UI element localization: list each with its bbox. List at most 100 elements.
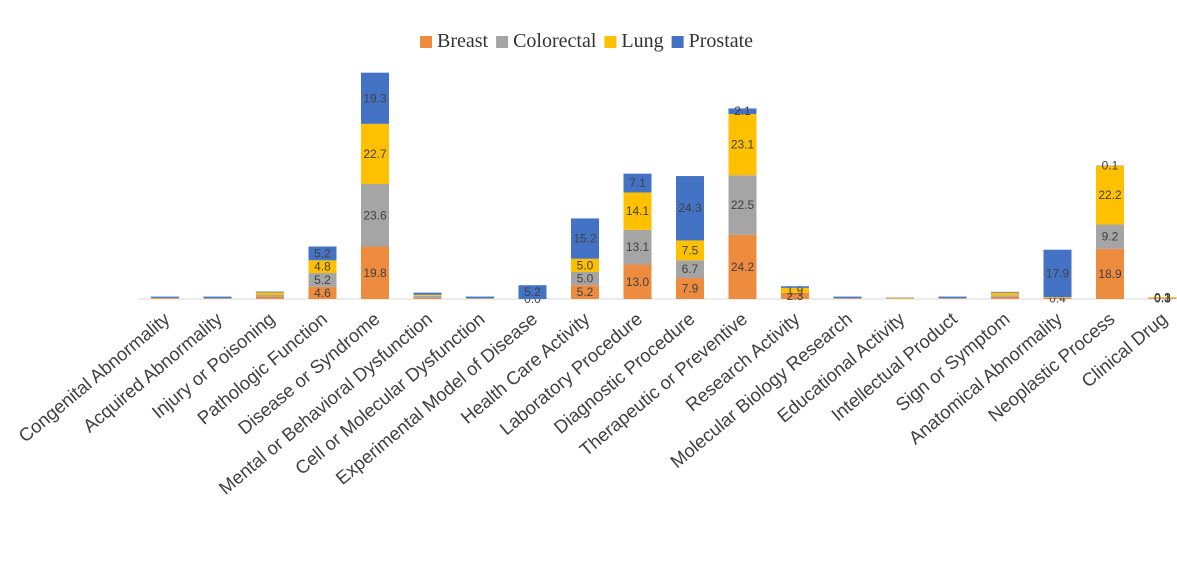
bar-breast-clinical-drug [1148, 298, 1177, 299]
legend: Breast Colorectal Lung Prostate [420, 30, 753, 52]
bar-colorectal-disease-or-syndrome [361, 183, 389, 247]
data-label-colorectal-neoplastic-process: 9.2 [1102, 230, 1119, 244]
bar-prostate-mental-or-behavioral-dysfunction [413, 292, 442, 295]
bar-lung-educational-activity [886, 297, 914, 299]
legend-swatch-colorectal [496, 36, 509, 48]
data-label-colorectal-clinical-drug: 0.1 [1154, 291, 1171, 305]
data-label-lung-diagnostic-procedure: 7.5 [682, 243, 699, 257]
legend-label-prostate: Prostate [689, 30, 754, 52]
bar-prostate-pathologic-function [308, 246, 337, 261]
data-label-prostate-experimental-model-of-disease: 5.2 [524, 285, 541, 299]
bar-prostate-therapeutic-or-preventive [728, 108, 757, 115]
legend-label-colorectal: Colorectal [513, 30, 597, 52]
legend-label-lung: Lung [621, 30, 663, 52]
bar-prostate-congenital-abnormality [151, 296, 179, 298]
data-label-colorectal-health-care-activity: 5.0 [577, 272, 594, 286]
bar-prostate-research-activity [781, 286, 809, 288]
legend-swatch-breast [420, 36, 432, 48]
bar-colorectal-sign-or-symptom [991, 295, 1019, 297]
data-label-prostate-disease-or-syndrome: 19.3 [363, 91, 387, 105]
bar-breast-pathologic-function [308, 286, 337, 299]
bar-colorectal-health-care-activity [571, 271, 599, 286]
data-label-breast-diagnostic-procedure: 7.9 [682, 282, 699, 296]
data-label-breast-neoplastic-process: 18.9 [1098, 267, 1122, 281]
bar-lung-clinical-drug [1148, 297, 1177, 298]
data-label-lung-disease-or-syndrome: 22.7 [363, 147, 387, 161]
data-label-prostate-health-care-activity: 15.2 [573, 232, 597, 246]
bar-breast-mental-or-behavioral-dysfunction [413, 297, 442, 299]
bar-prostate-sign-or-symptom [991, 291, 1019, 293]
bar-breast-sign-or-symptom [991, 296, 1019, 299]
bar-prostate-disease-or-syndrome [361, 72, 389, 124]
bar-colorectal-neoplastic-process [1096, 224, 1124, 249]
data-label-prostate-pathologic-function: 5.2 [314, 246, 331, 260]
bar-prostate-diagnostic-procedure [676, 176, 704, 241]
data-label-breast-pathologic-function: 4.6 [314, 286, 331, 300]
bar-colorectal-diagnostic-procedure [676, 260, 704, 279]
data-label-colorectal-therapeutic-or-preventive: 22.5 [731, 198, 755, 212]
bar-prostate-experimental-model-of-disease [518, 285, 547, 299]
bar-prostate-health-care-activity [571, 218, 599, 259]
bar-prostate-cell-or-molecular-dysfunction [466, 296, 494, 299]
bar-breast-diagnostic-procedure [676, 278, 704, 299]
legend-swatch-prostate [671, 36, 684, 48]
bar-breast-neoplastic-process [1096, 248, 1124, 299]
plot-area: 4.65.24.85.219.823.622.719.30.05.25.25.0… [138, 72, 1177, 306]
data-label-lung-neoplastic-process: 22.2 [1098, 188, 1122, 202]
legend-swatch-lung [604, 36, 617, 48]
bar-lung-disease-or-syndrome [361, 123, 389, 184]
data-label-breast-health-care-activity: 5.2 [577, 285, 594, 299]
data-label-prostate-diagnostic-procedure: 24.3 [678, 201, 702, 215]
bar-breast-disease-or-syndrome [361, 246, 389, 299]
bar-colorectal-pathologic-function [308, 273, 337, 287]
bar-colorectal-injury-or-poisoning [256, 295, 284, 297]
bar-lung-research-activity [781, 287, 809, 293]
data-label-lung-laboratory-procedure: 14.1 [626, 204, 650, 218]
bar-lung-sign-or-symptom [991, 292, 1019, 296]
bar-breast-injury-or-poisoning [256, 296, 284, 299]
bar-colorectal-therapeutic-or-preventive [728, 175, 757, 235]
bar-lung-health-care-activity [571, 258, 599, 272]
data-label-colorectal-diagnostic-procedure: 6.7 [682, 262, 699, 276]
data-label-lung-health-care-activity: 5.0 [577, 258, 594, 272]
bar-prostate-intellectual-product [938, 296, 967, 299]
data-label-breast-clinical-drug: 0.3 [1154, 292, 1171, 306]
data-label-colorectal-laboratory-procedure: 13.1 [626, 240, 650, 254]
data-label-lung-therapeutic-or-preventive: 23.1 [731, 138, 755, 152]
data-label-lung-clinical-drug: 0.3 [1154, 291, 1171, 305]
bar-breast-health-care-activity [571, 285, 599, 299]
bar-breast-laboratory-procedure [623, 264, 652, 299]
bar-breast-research-activity [781, 292, 809, 299]
bar-lung-therapeutic-or-preventive [728, 114, 757, 176]
bar-lung-mental-or-behavioral-dysfunction [413, 294, 442, 296]
data-label-colorectal-pathologic-function: 5.2 [314, 273, 331, 287]
bar-lung-neoplastic-process [1096, 165, 1124, 225]
bar-colorectal-laboratory-procedure [623, 229, 652, 265]
bar-breast-therapeutic-or-preventive [728, 234, 757, 299]
data-label-lung-research-activity: 1.9 [787, 283, 804, 297]
data-label-breast-therapeutic-or-preventive: 24.2 [731, 260, 755, 274]
bar-breast-congenital-abnormality [151, 298, 179, 299]
bar-breast-anatomical-abnormality [1043, 297, 1072, 299]
legend-label-breast: Breast [437, 30, 489, 52]
data-label-prostate-therapeutic-or-preventive: 2.1 [734, 104, 751, 118]
bar-prostate-anatomical-abnormality [1043, 249, 1072, 298]
bar-lung-injury-or-poisoning [256, 292, 284, 296]
data-label-breast-laboratory-procedure: 13.0 [626, 275, 650, 289]
bar-prostate-molecular-biology-research [833, 296, 862, 299]
data-label-colorectal-disease-or-syndrome: 23.6 [363, 208, 387, 222]
bar-lung-laboratory-procedure [623, 192, 652, 230]
bar-colorectal-mental-or-behavioral-dysfunction [413, 295, 442, 298]
bar-lung-anatomical-abnormality [1043, 297, 1072, 298]
bar-lung-pathologic-function [308, 260, 337, 274]
data-label-prostate-laboratory-procedure: 7.1 [629, 176, 646, 190]
data-label-prostate-neoplastic-process: 0.1 [1102, 159, 1119, 173]
data-label-lung-pathologic-function: 4.8 [314, 260, 331, 274]
bar-prostate-laboratory-procedure [623, 173, 652, 193]
bar-lung-diagnostic-procedure [676, 240, 704, 261]
bar-prostate-acquired-abnormality [203, 296, 232, 299]
data-label-breast-disease-or-syndrome: 19.8 [363, 266, 387, 280]
data-label-prostate-anatomical-abnormality: 17.9 [1046, 266, 1070, 280]
